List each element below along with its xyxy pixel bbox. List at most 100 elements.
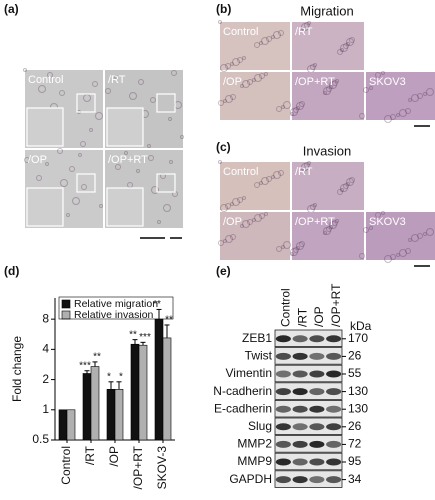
blot-band [292,335,308,343]
cell [47,72,53,78]
bar [154,318,164,441]
cell [390,254,396,260]
cell [240,224,244,228]
image-label: /OP [223,216,242,228]
cell [340,184,348,192]
blot-band [326,335,342,343]
cell [261,37,269,45]
cell [332,220,338,226]
cell [138,79,144,85]
panel-title: Invasion [303,143,351,158]
cell [151,186,159,194]
blot-band [275,388,291,396]
x-tick-label: /OP+RT [131,445,145,489]
cell [218,240,224,246]
inset [106,187,144,227]
cell [329,221,337,229]
cell [332,80,338,86]
cell [326,226,332,232]
cell [114,75,118,79]
cell [323,91,327,95]
cell [136,169,140,173]
cell [24,157,30,163]
legend-label: Relative invasion [74,309,154,321]
protein-label: Vimentin [226,366,272,380]
blot-band [275,440,291,448]
cell [335,219,339,223]
cell [105,88,111,94]
cell [23,68,27,72]
cell [296,246,300,250]
blot-band [292,370,308,378]
blot-band [292,458,308,466]
cell [273,171,281,179]
cell [408,238,412,242]
blot-band [292,352,308,360]
cell [340,48,344,52]
cell [396,253,400,257]
cell [323,87,331,95]
legend-swatch [61,299,71,309]
cell [296,106,300,110]
cell [369,86,373,90]
cell [301,167,305,171]
kda-label: 55 [348,366,362,380]
cell [293,247,299,253]
image-label: Control [223,26,258,38]
cell [281,245,285,249]
cell [276,106,282,112]
x-tick-label: SKOV-3 [155,446,169,490]
cell [230,234,236,240]
cell [346,42,350,46]
image-label: SKOV3 [369,76,406,88]
cell [38,85,46,93]
cell [390,114,396,120]
inset [26,187,64,227]
panel-label: (d) [4,264,19,278]
lane-label: /RT [295,307,309,327]
significance: ** [165,315,173,326]
cell [343,43,349,49]
bar [106,389,116,441]
blot-strip [274,382,343,400]
blot-band [275,352,291,360]
y-tick-label: 0.5 [32,432,49,446]
cell [359,113,365,119]
protein-label: Twist [245,349,273,363]
blot-band [309,476,325,484]
blot-band [326,458,342,466]
cell [218,100,224,106]
kda-label: 34 [348,472,362,486]
cell [296,242,304,250]
zoom-box [156,173,176,193]
x-tick-label: /RT [83,445,97,465]
cell [405,108,411,114]
cell [115,164,121,170]
image-label: /OP+RT [295,216,335,228]
y-axis-label: Fold change [10,336,24,402]
blot-band [326,476,342,484]
image-label: /OP+RT [108,154,148,166]
cell [180,135,184,139]
cell [283,241,291,249]
cell [296,102,304,110]
y-tick-label: 8 [42,311,49,325]
blot-band [292,440,308,448]
cell [375,212,381,218]
cell [92,81,98,87]
cell [240,84,244,88]
image-label: Control [28,74,63,86]
cell [384,115,392,123]
significance: ** [153,299,161,310]
cell [290,108,298,116]
blot-band [309,405,325,413]
cell [242,220,250,228]
cell [323,227,331,235]
kda-label: 72 [348,437,362,451]
cell [411,234,419,242]
cell [359,253,365,259]
blot-band [275,335,291,343]
cell [148,155,154,161]
cell [168,117,172,121]
protein-label: E-cadherin [214,401,272,415]
